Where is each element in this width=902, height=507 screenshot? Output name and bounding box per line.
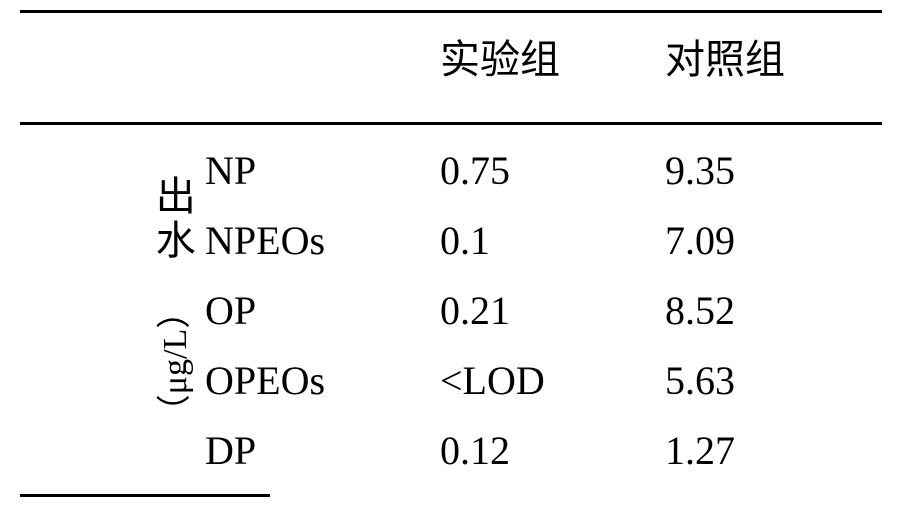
cell-control: 8.52 [665, 287, 865, 334]
table-row: NP 0.75 9.35 [205, 135, 882, 205]
cell-analyte: DP [205, 427, 405, 474]
row-group-main: 出水 [143, 175, 201, 263]
cell-analyte: OPEOs [205, 357, 405, 404]
table-row: OP 0.21 8.52 [205, 275, 882, 345]
header-experiment: 实验组 [440, 40, 560, 80]
table-row: OPEOs <LOD 5.63 [205, 345, 882, 415]
cell-experiment: 0.12 [440, 427, 640, 474]
cell-experiment: 0.21 [440, 287, 640, 334]
rule-bottom-partial [20, 494, 270, 497]
cell-control: 5.63 [665, 357, 865, 404]
rule-mid [20, 122, 882, 125]
table-page: 实验组 对照组 出水 （μg/L） NP 0.75 9.35 NPEOs 0.1… [0, 0, 902, 507]
table-row: DP 0.12 1.27 [205, 415, 882, 485]
cell-control: 9.35 [665, 147, 865, 194]
cell-experiment: 0.1 [440, 217, 640, 264]
table-row: NPEOs 0.1 7.09 [205, 205, 882, 275]
cell-analyte: NP [205, 147, 405, 194]
cell-analyte: NPEOs [205, 217, 405, 264]
cell-control: 1.27 [665, 427, 865, 474]
rule-top [20, 10, 882, 13]
cell-analyte: OP [205, 287, 405, 334]
data-area: NP 0.75 9.35 NPEOs 0.1 7.09 OP 0.21 8.52… [205, 135, 882, 487]
row-group-unit: （μg/L） [147, 294, 196, 427]
cell-experiment: 0.75 [440, 147, 640, 194]
cell-control: 7.09 [665, 217, 865, 264]
header-control: 对照组 [665, 40, 785, 80]
cell-experiment: <LOD [440, 357, 640, 404]
